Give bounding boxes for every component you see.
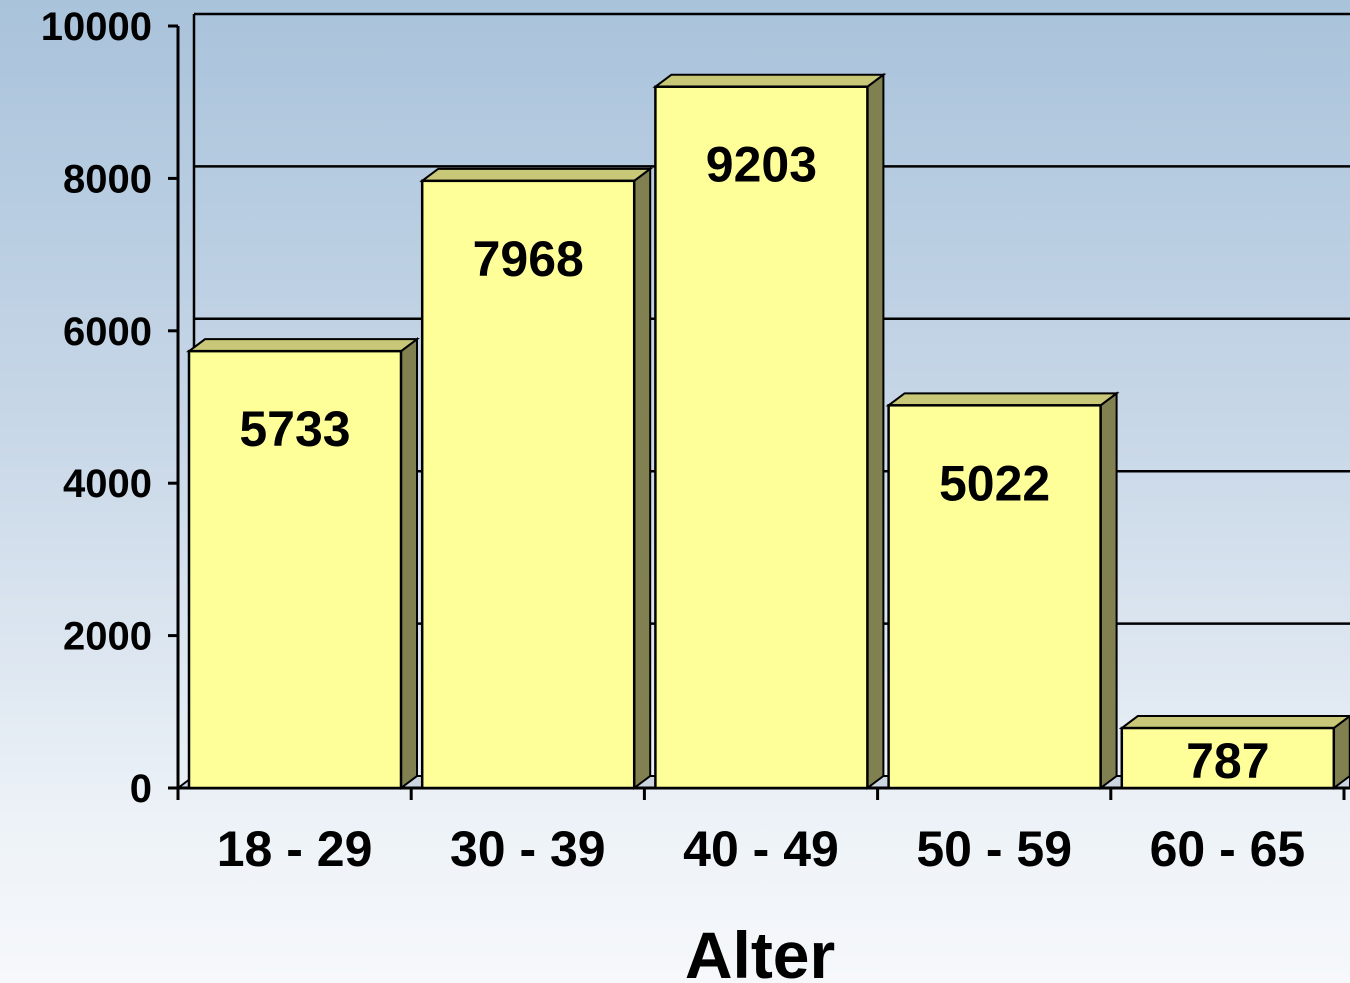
y-tick-label: 0 <box>130 767 152 811</box>
bar-top <box>1118 715 1350 730</box>
bar <box>654 85 869 790</box>
bar <box>887 404 1102 790</box>
x-tick-label: 40 - 49 <box>683 821 839 877</box>
bar-top <box>652 73 887 88</box>
bar <box>1120 726 1336 790</box>
data-label: 5733 <box>239 401 350 457</box>
x-tick-label: 30 - 39 <box>450 821 606 877</box>
y-tick-label: 6000 <box>63 310 152 354</box>
bar-top <box>419 167 654 182</box>
x-axis-title: Alter <box>685 918 835 983</box>
y-tick-label: 10000 <box>41 5 152 49</box>
labels: 0 2000 4000 6000 8000 10000 5733 18 - 29 7968 30 … <box>41 5 1305 877</box>
bar-side <box>400 337 418 790</box>
bar-side <box>866 72 885 790</box>
data-label: 5022 <box>939 455 1050 511</box>
y-tick-label: 2000 <box>63 615 152 659</box>
x-tick-label: 60 - 65 <box>1150 821 1306 877</box>
data-label: 787 <box>1186 733 1269 789</box>
bar-top <box>885 392 1120 407</box>
bar-side <box>1099 391 1118 790</box>
data-label: 7968 <box>473 231 584 287</box>
x-tick-label: 50 - 59 <box>916 821 1072 877</box>
bar <box>187 349 403 790</box>
bar-top <box>186 338 420 353</box>
x-tick-label: 18 - 29 <box>217 821 373 877</box>
y-tick-label: 4000 <box>63 462 152 506</box>
bars <box>186 72 1350 790</box>
bar-side <box>633 166 652 790</box>
data-label: 9203 <box>706 137 817 193</box>
bar <box>420 179 636 790</box>
y-tick-label: 8000 <box>63 157 152 201</box>
